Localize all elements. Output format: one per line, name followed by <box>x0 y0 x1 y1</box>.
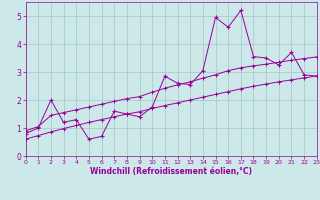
X-axis label: Windchill (Refroidissement éolien,°C): Windchill (Refroidissement éolien,°C) <box>90 167 252 176</box>
